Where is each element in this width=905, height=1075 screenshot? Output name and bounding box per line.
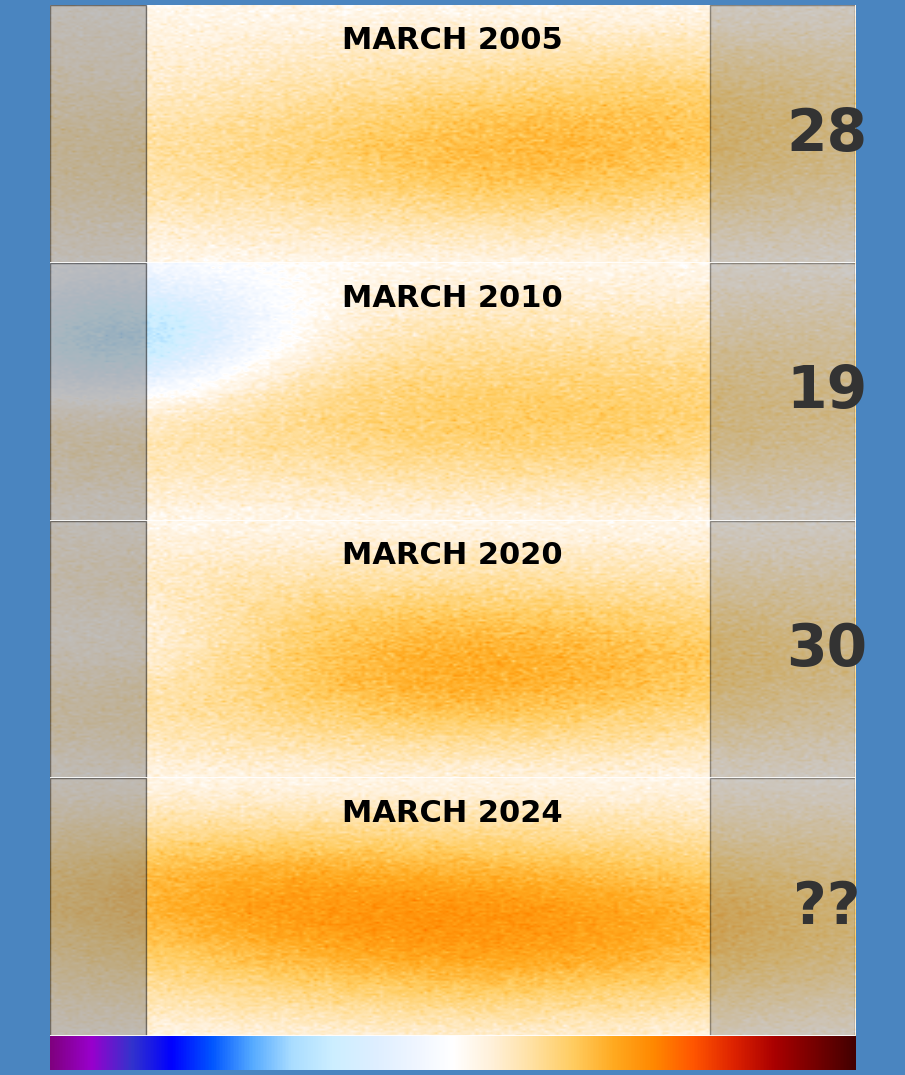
FancyBboxPatch shape [50,5,147,263]
Text: 28: 28 [786,105,868,162]
Text: MARCH 2024: MARCH 2024 [342,799,563,828]
Text: 19: 19 [786,363,868,420]
Text: MARCH 2005: MARCH 2005 [342,26,563,55]
FancyBboxPatch shape [50,520,147,778]
Text: MARCH 2010: MARCH 2010 [342,284,563,313]
FancyBboxPatch shape [710,263,855,520]
FancyBboxPatch shape [710,520,855,778]
Text: MARCH 2020: MARCH 2020 [342,542,563,571]
Text: ??: ?? [794,878,861,935]
FancyBboxPatch shape [710,5,855,263]
FancyBboxPatch shape [50,778,147,1036]
FancyBboxPatch shape [710,778,855,1036]
FancyBboxPatch shape [50,263,147,520]
Text: 30: 30 [786,621,868,678]
